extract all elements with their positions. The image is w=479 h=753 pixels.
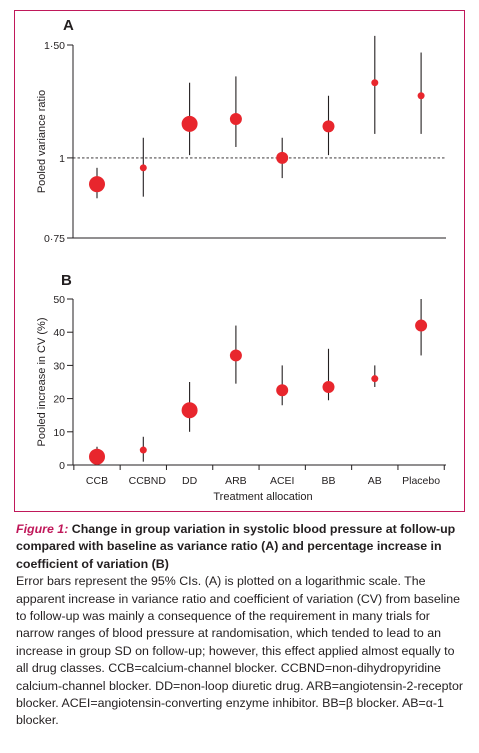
panel-b-label: B — [61, 272, 72, 289]
figure-frame — [14, 10, 465, 512]
panel-b-y-axis-label: Pooled increase in CV (%) — [36, 317, 48, 446]
panel-b-x-tick-label: CCB — [86, 475, 108, 487]
figure-chart: A 0·75 1 1·50 Pooled variance ratio B 0 10 20 30 4… — [36, 17, 446, 503]
panel-b-y-tick-label: 20 — [53, 394, 65, 406]
panel-a-label: A — [63, 17, 74, 34]
panel-a-y-tick-label: 1·50 — [44, 40, 65, 52]
panel-b-y-tick-label: 40 — [53, 327, 65, 339]
panel-b-y-tick-label: 0 — [59, 460, 65, 472]
panel-b-y-tick-label: 10 — [53, 427, 65, 439]
panel-a-y-tick-label: 0·75 — [44, 233, 65, 245]
panel-a-y-tick-label: 1 — [59, 153, 65, 165]
panel-b-x-tick-label: ACEI — [270, 475, 295, 487]
panel-b-y-tick-label: 50 — [53, 294, 65, 306]
panel-b-point-arb — [229, 349, 242, 362]
panel-b-y-tick-label: 30 — [53, 360, 65, 372]
caption-body: Error bars represent the 95% CIs. (A) is… — [16, 574, 463, 728]
panel-b-x-tick-label: AB — [368, 475, 382, 487]
panel-b-x-tick-label: BB — [321, 475, 335, 487]
panel-b-x-tick-label: CCBND — [129, 475, 167, 487]
panel-b-x-axis-label: Treatment allocation — [213, 491, 312, 503]
panel-b-point-placebo — [415, 319, 428, 332]
panel-b-x-tick-label: DD — [182, 475, 198, 487]
panel-a-y-axis-label: Pooled variance ratio — [36, 90, 48, 193]
panel-a-point-arb — [229, 112, 242, 125]
panel-b-point-ab — [371, 375, 379, 383]
panel-b-point-ccb — [89, 448, 105, 465]
panel-a-point-dd — [181, 115, 198, 132]
panel-b-x-tick-label: ARB — [225, 475, 247, 487]
caption-label: Figure 1: — [16, 522, 69, 536]
panel-a-point-ccb — [89, 176, 105, 193]
panel-b-point-dd — [181, 402, 198, 419]
panel-a-point-bb — [322, 120, 335, 133]
panel-b-x-tick-label: Placebo — [402, 475, 440, 487]
caption-title: Change in group variation in systolic bl… — [16, 522, 456, 571]
panel-a-point-acei — [276, 151, 289, 164]
panel-b-point-bb — [322, 380, 335, 393]
figure-caption: Figure 1: Change in group variation in s… — [16, 521, 464, 730]
panel-b-point-acei — [276, 384, 289, 397]
panel-a-point-ab — [371, 79, 379, 87]
panel-a-point-ccbnd — [139, 164, 147, 172]
panel-b-point-ccbnd — [139, 446, 147, 454]
panel-a-point-placebo — [417, 92, 425, 100]
